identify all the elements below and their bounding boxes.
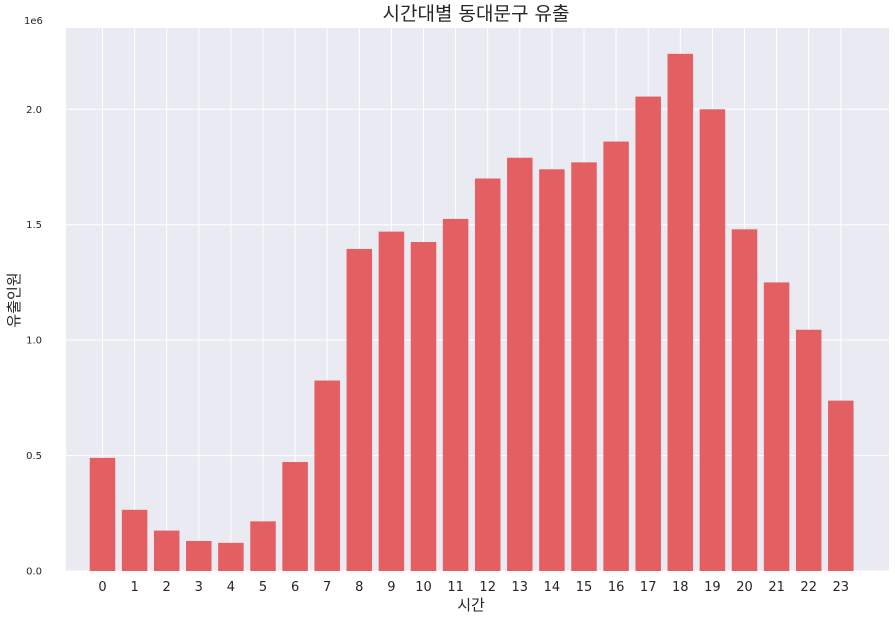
bar-hour-7 — [314, 380, 340, 571]
x-tick-label: 23 — [833, 580, 850, 595]
y-tick-label: 2.0 — [26, 105, 42, 116]
bar-hour-5 — [250, 521, 276, 571]
bar-hour-19 — [699, 109, 726, 571]
x-tick-label: 20 — [736, 580, 753, 595]
x-tick-label: 18 — [672, 580, 689, 595]
x-tick-label: 19 — [704, 580, 721, 595]
bar-hour-22 — [795, 329, 822, 571]
x-tick-label: 10 — [415, 580, 432, 595]
bar-hour-9 — [378, 231, 405, 571]
x-axis-label: 시간 — [457, 596, 485, 614]
bar-hour-6 — [282, 462, 308, 571]
bar-hour-23 — [828, 400, 854, 571]
bar-hour-3 — [186, 540, 212, 571]
bar-hour-16 — [603, 141, 629, 571]
x-tick-label: 13 — [512, 580, 529, 595]
bar-hour-2 — [153, 530, 180, 571]
bar-hour-8 — [346, 248, 373, 571]
chart-title: 시간대별 동대문구 유출 — [383, 3, 570, 25]
y-axis-label: 유출인원 — [5, 272, 23, 327]
x-tick-label: 17 — [640, 580, 657, 595]
x-tick-label: 7 — [323, 580, 331, 595]
x-tick-label: 16 — [608, 580, 625, 595]
x-tick-label: 6 — [291, 580, 299, 595]
x-tick-label: 9 — [387, 580, 395, 595]
bar-hour-13 — [507, 157, 533, 572]
y-offset-label: 1e6 — [24, 16, 43, 27]
bar-hour-10 — [410, 242, 437, 571]
x-tick-label: 4 — [227, 580, 235, 595]
bar-hour-18 — [667, 53, 694, 572]
x-tick-label: 14 — [544, 580, 561, 595]
x-tick-label: 3 — [195, 580, 203, 595]
x-tick-label: 0 — [98, 580, 106, 595]
x-tick-labels: 0 1 2 3 4 5 6 7 8 9 10 11 12 13 14 15 16 17 18 19 20 21 22 23 — [98, 580, 849, 595]
x-tick-label: 1 — [130, 580, 138, 595]
bar-hour-12 — [474, 178, 501, 571]
y-tick-labels: 0.0 0.5 1.0 1.5 2.0 — [26, 105, 42, 578]
bars-group — [89, 53, 854, 572]
y-tick-label: 1.0 — [26, 336, 42, 347]
x-tick-label: 22 — [800, 580, 817, 595]
x-tick-label: 8 — [355, 580, 363, 595]
bar-hour-15 — [571, 162, 597, 571]
x-tick-label: 2 — [163, 580, 171, 595]
x-tick-label: 5 — [259, 580, 267, 595]
bar-hour-20 — [731, 229, 758, 571]
x-tick-label: 12 — [479, 580, 496, 595]
x-tick-label: 11 — [447, 580, 464, 595]
bar-hour-14 — [539, 169, 565, 571]
bar-hour-11 — [442, 218, 469, 571]
y-tick-label: 0.0 — [26, 567, 42, 578]
bar-hour-21 — [763, 282, 790, 571]
bar-hour-4 — [218, 542, 244, 571]
bar-hour-1 — [121, 509, 148, 571]
y-tick-label: 1.5 — [26, 220, 42, 231]
bar-hour-0 — [89, 457, 116, 571]
x-tick-label: 15 — [576, 580, 593, 595]
bar-hour-17 — [635, 96, 661, 572]
x-tick-label: 21 — [768, 580, 785, 595]
y-tick-label: 0.5 — [26, 451, 42, 462]
